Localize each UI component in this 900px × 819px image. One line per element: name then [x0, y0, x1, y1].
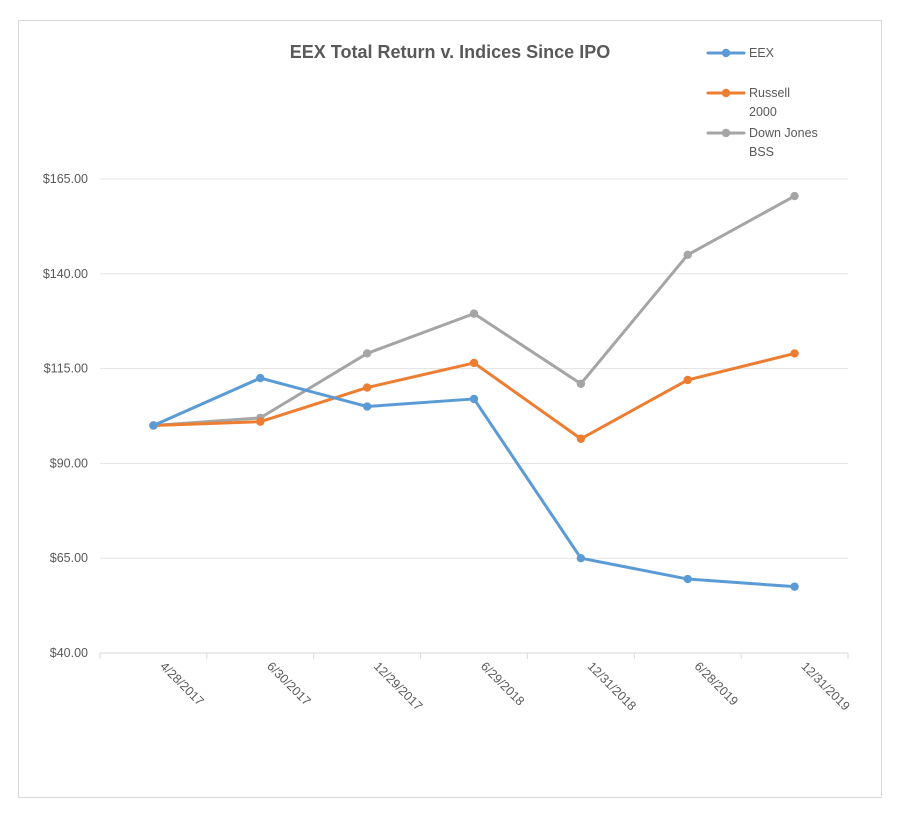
- axes: $40.00 $65.00 $90.00 $115.00 $140.00 $165.00 4…: [43, 172, 853, 713]
- data-point: [469, 394, 479, 404]
- data-point: [469, 309, 479, 318]
- data-point: [362, 383, 372, 392]
- legend-swatch-marker: [721, 88, 731, 98]
- x-tick-label: 6/28/2019: [692, 659, 741, 708]
- legend-label: 2000: [749, 105, 777, 119]
- legend-label: Down Jones: [749, 126, 818, 140]
- data-point: [576, 379, 586, 388]
- legend-label: Russell: [749, 86, 790, 100]
- legend: EEX Russell 2000 Down Jones BSS: [706, 46, 818, 159]
- data-point: [256, 373, 265, 383]
- gridlines: [100, 178, 848, 559]
- y-tick-label: $165.00: [43, 172, 88, 186]
- data-point: [362, 402, 372, 411]
- data-point: [683, 574, 692, 584]
- legend-label: EEX: [749, 46, 775, 60]
- x-tick-label: 12/29/2017: [371, 659, 425, 713]
- data-point: [683, 375, 692, 385]
- data-point: [790, 582, 799, 591]
- x-tick-label: 4/28/2017: [157, 659, 206, 708]
- legend-label: BSS: [749, 145, 774, 159]
- y-tick-label: $65.00: [50, 551, 88, 565]
- x-tick-label: 6/30/2017: [264, 659, 313, 708]
- x-tick-label: 12/31/2019: [798, 659, 852, 713]
- chart-frame: [18, 20, 882, 798]
- data-point: [576, 434, 586, 443]
- series-line: [151, 376, 797, 589]
- data-point: [576, 554, 586, 563]
- x-tick-label: 12/31/2018: [585, 659, 639, 713]
- y-tick-label: $115.00: [44, 362, 88, 376]
- data-point: [790, 349, 799, 358]
- data-point: [683, 250, 692, 260]
- legend-swatch-marker: [721, 48, 731, 58]
- y-tick-label: $40.00: [50, 646, 88, 660]
- chart-title: EEX Total Return v. Indices Since IPO: [290, 42, 610, 62]
- legend-swatch-marker: [721, 128, 731, 138]
- y-tick-label: $140.00: [43, 267, 88, 281]
- data-point: [149, 421, 158, 430]
- data-point: [790, 191, 799, 201]
- data-point: [362, 349, 372, 358]
- data-point: [256, 417, 265, 426]
- data-point: [469, 358, 479, 368]
- series-lines: [149, 191, 799, 591]
- x-tick-label: 6/29/2018: [478, 659, 527, 708]
- y-tick-label: $90.00: [50, 456, 88, 470]
